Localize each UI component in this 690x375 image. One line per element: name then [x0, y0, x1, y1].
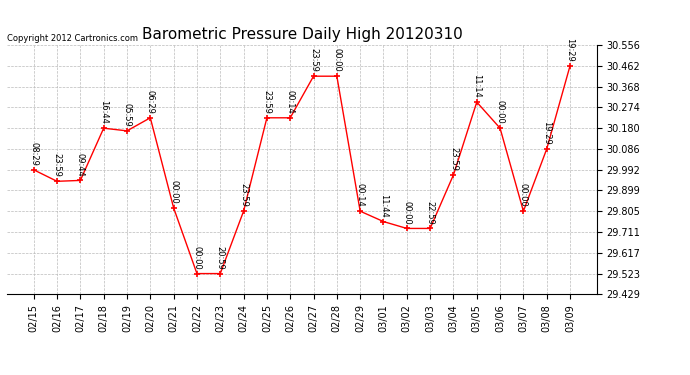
Text: 06:29: 06:29	[146, 90, 155, 114]
Text: 00:00: 00:00	[193, 246, 201, 269]
Text: 19:29: 19:29	[566, 38, 575, 62]
Text: 23:59: 23:59	[262, 90, 271, 114]
Text: 11:44: 11:44	[379, 194, 388, 217]
Text: 16:44: 16:44	[99, 100, 108, 124]
Text: 19:29: 19:29	[542, 121, 551, 145]
Text: 23:59: 23:59	[309, 48, 318, 72]
Text: 00:00: 00:00	[402, 201, 411, 224]
Text: 00:00: 00:00	[495, 100, 504, 124]
Text: 09:44: 09:44	[76, 153, 85, 176]
Text: 00:00: 00:00	[169, 180, 178, 204]
Text: Copyright 2012 Cartronics.com: Copyright 2012 Cartronics.com	[7, 33, 138, 42]
Text: 23:59: 23:59	[239, 183, 248, 207]
Text: 08:29: 08:29	[29, 142, 38, 166]
Text: 00:00: 00:00	[519, 183, 528, 207]
Text: 00:00: 00:00	[333, 48, 342, 72]
Title: Barometric Pressure Daily High 20120310: Barometric Pressure Daily High 20120310	[141, 27, 462, 42]
Text: 23:59: 23:59	[449, 147, 458, 171]
Text: 22:59: 22:59	[426, 201, 435, 224]
Text: 05:59: 05:59	[123, 103, 132, 127]
Text: 00:14: 00:14	[286, 90, 295, 114]
Text: 20:59: 20:59	[216, 246, 225, 269]
Text: 23:59: 23:59	[52, 153, 61, 177]
Text: 00:14: 00:14	[355, 183, 365, 207]
Text: 11:14: 11:14	[472, 74, 481, 98]
